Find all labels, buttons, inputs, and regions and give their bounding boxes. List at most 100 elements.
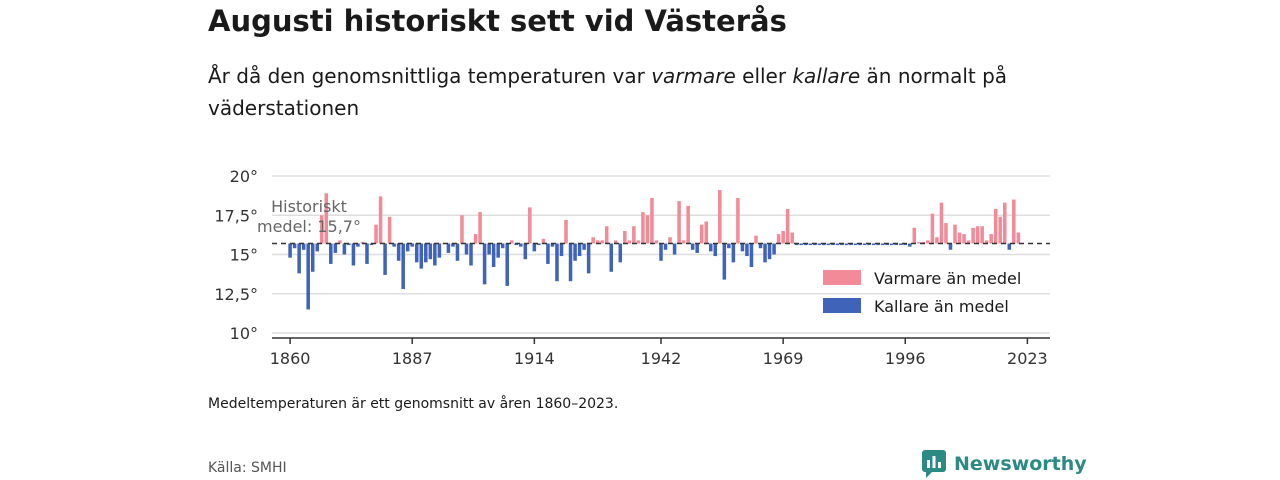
cold-bar [496,243,500,258]
warm-bar [1003,202,1007,244]
subtitle-part-3: än normalt på väderstationen [208,64,1008,120]
warm-bar [966,240,971,244]
cold-bar [365,243,369,264]
warm-bar [632,226,636,244]
y-tick-label: 10° [230,324,258,343]
warm-bar [627,240,632,244]
cold-bar [292,243,297,249]
cold-bar [315,243,319,252]
x-tick-label: 1887 [392,349,433,368]
source-credit: Källa: SMHI [208,460,287,476]
cold-bar [414,243,419,263]
warm-bar [641,212,645,244]
warm-bar [668,237,672,244]
cold-bar [663,243,668,250]
cold-bar [310,243,315,272]
warm-bar [541,238,546,244]
cold-bar [871,243,876,246]
warm-bar [962,234,966,244]
cold-bar [722,243,727,280]
newsworthy-logo-text: Newsworthy [954,453,1087,475]
cold-bar [329,243,333,264]
warm-bar [650,197,654,244]
cold-bar [831,243,835,246]
warm-bar [998,216,1003,244]
cold-bar [401,243,405,290]
cold-bar [840,243,844,246]
cold-bar [586,243,591,274]
y-tick-label: 20° [230,167,258,186]
warm-bar [645,215,650,244]
cold-bar [437,243,442,258]
cold-bar [740,243,745,252]
warm-bar [360,241,365,244]
chart-subtitle: År då den genomsnittliga temperaturen va… [208,60,1038,124]
cold-bar [876,243,880,246]
x-tick-label: 2023 [1007,349,1048,368]
cold-bar [885,243,889,246]
warm-bar [957,232,962,244]
warm-bar [785,208,790,244]
temperature-bar-chart: 20° 17,5° 15° 12,5° 10° Historiskt medel: 15,7… [214,167,1050,368]
cold-bar [844,243,849,246]
warm-bar [971,227,975,244]
cold-bar [396,243,401,261]
x-tick-label: 1942 [641,349,682,368]
warm-bar [509,240,514,244]
cold-bar [582,243,586,250]
cold-bar [1007,243,1012,250]
cold-bar [948,243,953,250]
cold-bar [577,243,582,257]
cold-bar [713,243,718,257]
cold-bar [858,243,862,246]
warm-bar [912,227,917,244]
cold-bar [568,243,573,282]
cold-bar [799,243,803,246]
cold-bar [428,243,433,260]
x-tick-label: 1969 [763,349,804,368]
cold-bar [455,243,460,261]
x-tick-label: 1914 [514,349,555,368]
warm-bar [378,196,383,244]
warm-bar [980,226,984,244]
cold-bar [559,243,564,257]
warm-bar [600,240,604,244]
warm-bar [736,197,740,244]
cold-bar [469,243,473,266]
cold-bar [573,243,577,261]
warm-bar [921,241,926,244]
cold-bar [351,243,356,266]
warm-bar [636,240,641,244]
warm-bar [790,232,794,244]
cold-bar [500,243,505,249]
warm-bar [324,193,329,244]
cold-bar [523,243,528,260]
warm-bar [953,224,957,244]
cold-bar [342,243,347,255]
cold-bar [908,243,912,247]
cold-bar [419,243,424,269]
cold-bar [708,243,713,252]
warm-bar [930,213,935,244]
warm-bar [319,215,324,244]
cold-bar [862,243,867,246]
cold-bar [288,243,292,258]
cold-bar [695,243,699,253]
warm-bar [460,215,464,244]
legend-warm-label: Varmare än medel [874,269,1021,288]
cold-bar [813,243,817,246]
legend-cold-swatch [823,298,861,313]
cold-bar [880,243,885,246]
subtitle-cold-word: kallare [792,64,861,88]
warm-bar [993,208,998,244]
cold-bar [659,243,663,261]
cold-bar [392,243,396,247]
cold-bar [333,243,338,253]
warm-bar [699,224,704,244]
cold-bar [297,243,301,274]
cold-bar [690,243,695,250]
warm-bar [595,240,600,244]
cold-bar [410,243,414,247]
y-tick-label: 15° [230,246,258,265]
warm-bar [754,235,758,244]
